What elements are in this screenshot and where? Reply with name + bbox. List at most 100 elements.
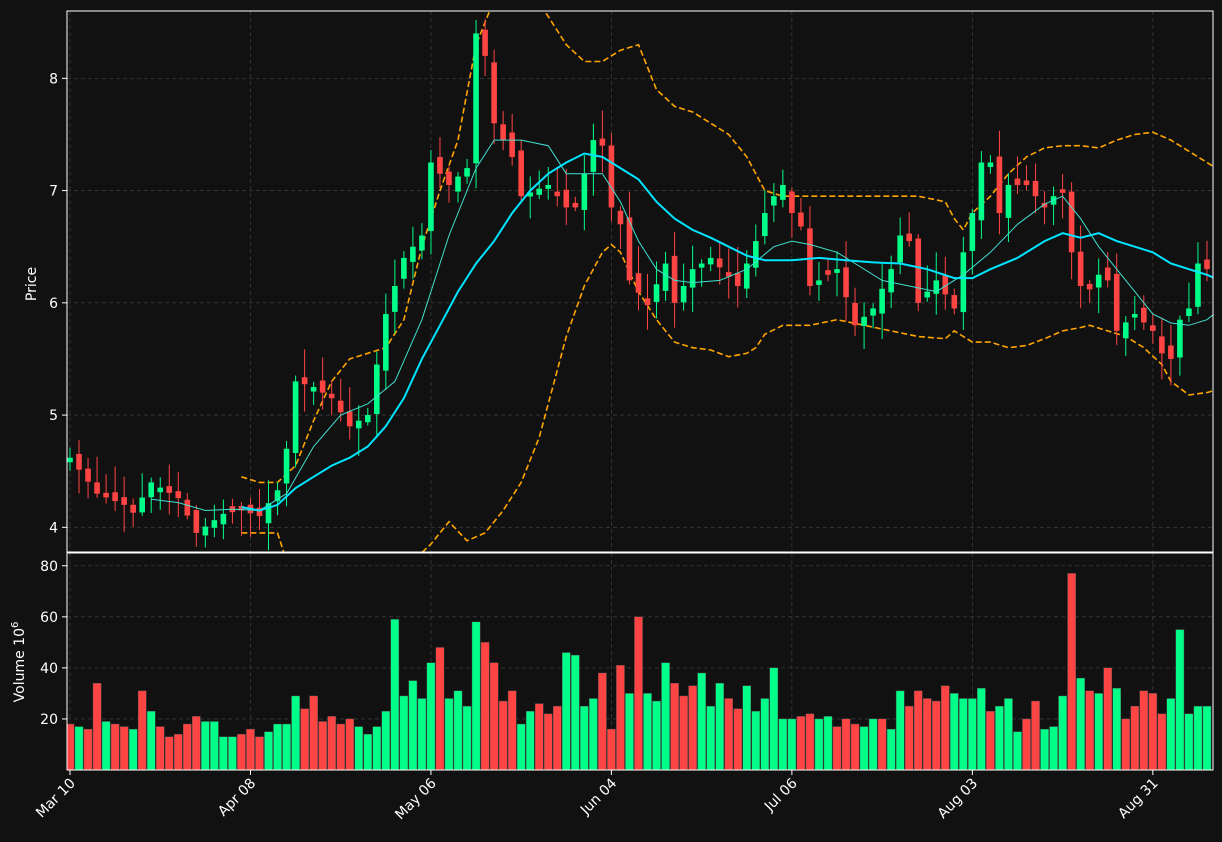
volume-bar xyxy=(101,721,111,770)
price-tick-label: 6 xyxy=(49,296,58,312)
volume-bar xyxy=(444,698,454,770)
candle-body xyxy=(509,132,515,157)
volume-tick-label: 40 xyxy=(40,661,58,677)
volume-bar xyxy=(742,685,752,770)
volume-bar xyxy=(1031,700,1040,770)
candle-body xyxy=(310,387,317,392)
volume-bar xyxy=(1139,690,1149,770)
candle-body xyxy=(500,124,506,141)
volume-tick-label: 20 xyxy=(40,712,58,728)
volume-bar xyxy=(363,734,373,770)
volume-bar xyxy=(67,723,75,770)
volume-bar xyxy=(904,705,914,770)
candle-body xyxy=(473,33,479,164)
volume-bar xyxy=(1184,713,1194,770)
volume-bar xyxy=(895,690,905,770)
volume-bar xyxy=(850,723,860,770)
volume-bar xyxy=(119,726,129,770)
volume-bar xyxy=(598,672,607,770)
candle-body xyxy=(464,168,470,177)
volume-bar xyxy=(652,700,661,770)
volume-bar xyxy=(246,728,255,770)
volume-bar xyxy=(1058,695,1067,770)
volume-bar xyxy=(390,619,400,770)
volume-bar xyxy=(986,711,995,770)
candle-body xyxy=(834,269,840,273)
volume-tick-label: 80 xyxy=(40,559,58,575)
candle-body xyxy=(1032,180,1039,197)
candle-body xyxy=(771,196,777,206)
volume-bar xyxy=(489,662,499,770)
candle-body xyxy=(852,303,858,326)
candle-body xyxy=(121,497,127,505)
candle-body xyxy=(130,504,136,513)
candle-body xyxy=(527,192,534,197)
candle-body xyxy=(1141,307,1147,323)
volume-bar xyxy=(553,705,562,770)
volume-bar xyxy=(814,718,824,770)
candle-body xyxy=(148,482,155,498)
volume-bar xyxy=(1013,731,1022,770)
candle-body xyxy=(1204,259,1210,270)
candle-body xyxy=(870,308,876,316)
volume-bar xyxy=(399,695,409,770)
volume-bar xyxy=(525,711,535,770)
candle-body xyxy=(274,490,281,502)
candle-body xyxy=(680,285,687,303)
volume-bar xyxy=(381,711,391,770)
candle-body xyxy=(392,285,398,312)
volume-bar xyxy=(868,718,878,770)
candle-body xyxy=(879,288,885,314)
volume-bar xyxy=(345,718,354,770)
volume-axis-label: Volume 106 xyxy=(10,622,28,703)
volume-bar xyxy=(941,685,950,770)
candle-body xyxy=(1131,314,1138,318)
volume-bar xyxy=(327,716,336,770)
candle-body xyxy=(554,191,561,197)
candle-body xyxy=(1159,336,1165,354)
volume-bar xyxy=(1049,726,1058,770)
candle-body xyxy=(861,316,867,326)
volume-bar xyxy=(688,685,697,770)
slow-moving-average-line xyxy=(241,152,1213,512)
candle-body xyxy=(410,246,416,262)
volume-bar xyxy=(571,654,580,770)
candle-body xyxy=(383,314,389,371)
volume-bar xyxy=(83,728,93,770)
volume-bar xyxy=(354,726,364,770)
volume-bar xyxy=(164,736,174,770)
volume-bar xyxy=(968,698,977,770)
volume-axis-label-exponent: 6 xyxy=(10,622,21,628)
volume-bar xyxy=(282,723,291,770)
candle-body xyxy=(798,212,804,227)
price-candles xyxy=(67,18,1210,551)
volume-bar xyxy=(264,731,273,770)
lower-band-line xyxy=(241,243,1213,552)
candle-body xyxy=(283,448,290,484)
candle-body xyxy=(969,213,976,251)
candle-body xyxy=(987,162,994,168)
candle-body xyxy=(716,258,723,268)
volume-bar xyxy=(1112,688,1122,770)
candle-body xyxy=(942,275,949,295)
candle-body xyxy=(1150,325,1156,331)
candle-body xyxy=(725,272,732,277)
volume-bar xyxy=(516,723,526,770)
volume-bar xyxy=(589,698,598,770)
candle-body xyxy=(707,257,714,265)
candle-body xyxy=(238,505,245,511)
candle-body xyxy=(671,255,678,303)
volume-bar xyxy=(507,690,517,770)
volume-bar xyxy=(471,621,481,770)
volume-bar xyxy=(643,693,652,770)
volume-bar xyxy=(1022,718,1031,770)
candle-body xyxy=(166,486,173,493)
candle-body xyxy=(1113,273,1120,331)
volume-bar xyxy=(1085,690,1094,770)
volume-axis-label-text: Volume 10 xyxy=(12,628,28,702)
volume-bar xyxy=(823,716,833,770)
volume-bar xyxy=(751,711,761,770)
candle-body xyxy=(328,393,335,399)
candle-body xyxy=(897,235,903,263)
candle-body xyxy=(1023,180,1030,185)
